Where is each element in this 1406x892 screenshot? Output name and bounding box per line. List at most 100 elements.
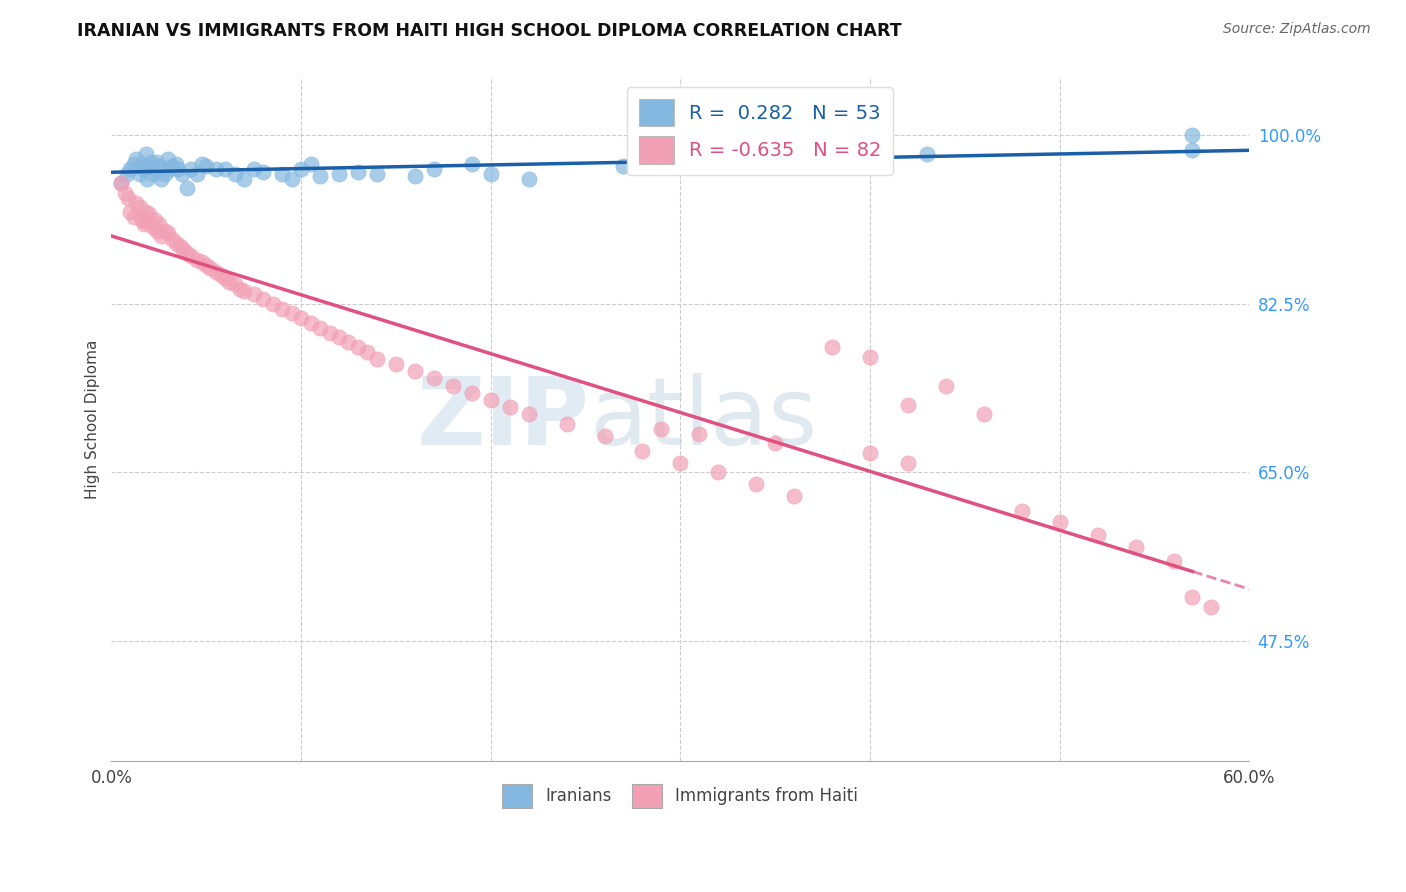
Point xyxy=(125,153,148,167)
Point xyxy=(366,351,388,366)
Point xyxy=(195,159,218,173)
Point xyxy=(209,268,232,282)
Point xyxy=(555,417,578,431)
Point xyxy=(125,195,148,210)
Point xyxy=(290,311,312,326)
Point xyxy=(176,181,198,195)
Point xyxy=(1163,554,1185,568)
Point xyxy=(110,177,132,191)
Point xyxy=(669,456,692,470)
Point xyxy=(423,161,446,176)
Point xyxy=(142,219,165,234)
Point xyxy=(517,171,540,186)
Text: atlas: atlas xyxy=(589,373,818,466)
Point xyxy=(328,330,350,344)
Point xyxy=(204,265,226,279)
Point xyxy=(1181,591,1204,605)
Point xyxy=(120,205,142,219)
Point xyxy=(242,287,264,301)
Point xyxy=(783,489,806,503)
Point xyxy=(117,191,139,205)
Point xyxy=(153,167,176,181)
Text: Source: ZipAtlas.com: Source: ZipAtlas.com xyxy=(1223,22,1371,37)
Y-axis label: High School Diploma: High School Diploma xyxy=(86,340,100,499)
Text: IRANIAN VS IMMIGRANTS FROM HAITI HIGH SCHOOL DIPLOMA CORRELATION CHART: IRANIAN VS IMMIGRANTS FROM HAITI HIGH SC… xyxy=(77,22,903,40)
Point xyxy=(356,344,378,359)
Point xyxy=(593,428,616,442)
Point xyxy=(337,335,360,350)
Point xyxy=(176,245,198,260)
Point xyxy=(159,161,181,176)
Point xyxy=(650,422,672,436)
Point xyxy=(141,155,163,169)
Point xyxy=(242,161,264,176)
Point xyxy=(180,249,202,263)
Point xyxy=(191,157,214,171)
Point xyxy=(499,400,522,414)
Point xyxy=(128,167,150,181)
Point xyxy=(180,161,202,176)
Point xyxy=(328,167,350,181)
Point xyxy=(148,159,170,173)
Point xyxy=(122,210,145,224)
Point xyxy=(170,167,193,181)
Point xyxy=(218,275,240,289)
Point xyxy=(299,316,322,330)
Point xyxy=(169,239,191,253)
Point xyxy=(707,465,730,479)
Point xyxy=(935,378,957,392)
Point xyxy=(859,446,882,460)
Point xyxy=(280,306,302,320)
Point xyxy=(149,229,172,244)
Point xyxy=(309,320,332,334)
Point xyxy=(146,155,169,169)
Point xyxy=(1181,143,1204,157)
Point xyxy=(318,326,340,340)
Point xyxy=(404,364,426,378)
Point xyxy=(135,147,157,161)
Point xyxy=(745,476,768,491)
Point xyxy=(157,153,180,167)
Point xyxy=(783,153,806,167)
Point xyxy=(146,225,169,239)
Point xyxy=(132,217,155,231)
Point xyxy=(280,171,302,186)
Point xyxy=(299,157,322,171)
Point xyxy=(224,277,246,292)
Point xyxy=(214,161,236,176)
Point xyxy=(347,165,370,179)
Point xyxy=(131,157,153,171)
Point xyxy=(149,171,172,186)
Point xyxy=(160,159,183,173)
Point xyxy=(229,282,252,296)
Point xyxy=(897,456,920,470)
Point xyxy=(198,261,221,276)
Point xyxy=(153,225,176,239)
Point xyxy=(262,296,284,310)
Text: ZIP: ZIP xyxy=(416,373,589,466)
Point xyxy=(148,217,170,231)
Point xyxy=(136,171,159,186)
Point xyxy=(115,167,138,181)
Point xyxy=(423,371,446,385)
Point xyxy=(120,161,142,176)
Point xyxy=(915,147,938,161)
Point xyxy=(214,270,236,285)
Point xyxy=(1201,600,1223,615)
Point xyxy=(1181,128,1204,143)
Point xyxy=(479,392,502,407)
Point xyxy=(166,161,188,176)
Point xyxy=(224,167,246,181)
Point xyxy=(404,169,426,183)
Point xyxy=(138,159,160,173)
Point xyxy=(122,157,145,171)
Point xyxy=(143,213,166,227)
Point xyxy=(290,161,312,176)
Point xyxy=(366,167,388,181)
Point xyxy=(309,169,332,183)
Point xyxy=(973,408,995,422)
Point xyxy=(191,255,214,269)
Point xyxy=(252,292,274,306)
Point xyxy=(186,167,208,181)
Point xyxy=(172,242,194,256)
